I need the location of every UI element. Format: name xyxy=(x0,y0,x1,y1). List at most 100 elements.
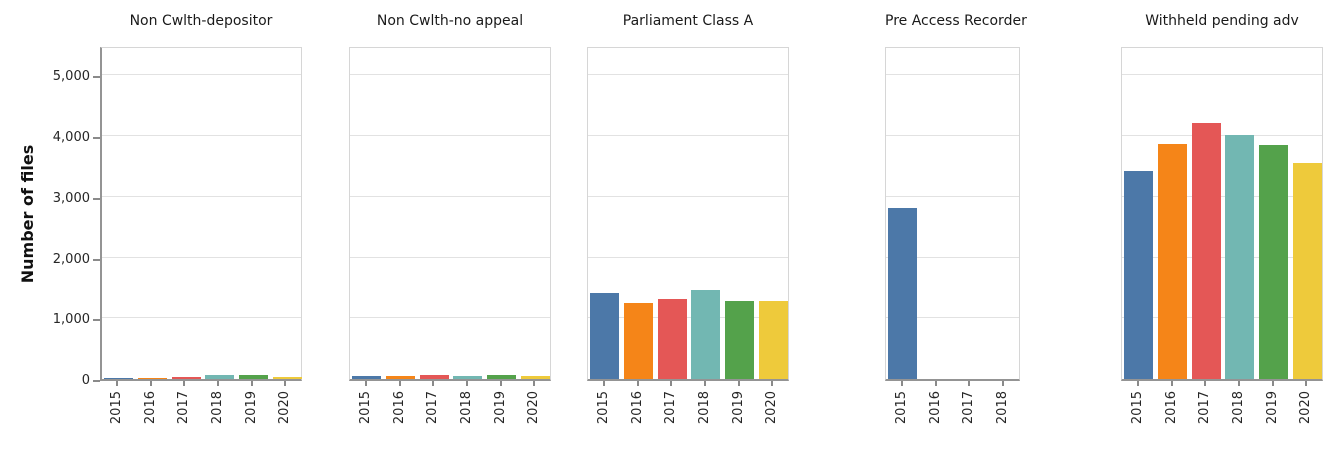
gridline xyxy=(886,317,1019,318)
x-tick-mark xyxy=(284,381,286,386)
x-tick-label: 2015 xyxy=(1130,391,1145,425)
y-tick-label: 4,000 xyxy=(52,130,90,146)
x-tick-label: 2017 xyxy=(176,391,191,425)
bar-non-cwlth-no-appeal-2015 xyxy=(352,376,381,379)
bar-non-cwlth-no-appeal-2017 xyxy=(420,375,449,379)
x-tick-mark xyxy=(603,381,605,386)
x-tick-label: 2020 xyxy=(764,391,779,425)
x-tick-label: 2019 xyxy=(244,391,259,425)
y-tick-label: 2,000 xyxy=(52,251,90,267)
bar-withheld-pending-adv-2016 xyxy=(1158,144,1187,379)
bar-non-cwlth-no-appeal-2018 xyxy=(453,376,482,379)
facet-title: Parliament Class A xyxy=(622,13,754,29)
x-tick-mark xyxy=(500,381,502,386)
x-tick-mark xyxy=(251,381,253,386)
x-tick-mark xyxy=(432,381,434,386)
x-tick-label: 2017 xyxy=(663,391,678,425)
x-tick-label: 2020 xyxy=(526,391,541,425)
gridline xyxy=(350,317,550,318)
gridline xyxy=(886,196,1019,197)
y-tick-mark xyxy=(93,137,100,140)
x-tick-label: 2017 xyxy=(425,391,440,425)
x-tick-mark xyxy=(150,381,152,386)
bar-non-cwlth-depositor-2020 xyxy=(273,377,302,379)
facet-title: Non Cwlth-no appeal xyxy=(376,13,524,29)
x-tick-label: 2018 xyxy=(210,391,225,425)
x-tick-label: 2018 xyxy=(697,391,712,425)
facet-plot-area xyxy=(349,47,551,381)
gridline xyxy=(588,196,788,197)
facet-plot-area xyxy=(100,47,302,381)
bar-parliament-class-a-2017 xyxy=(658,299,687,379)
x-tick-mark xyxy=(1204,381,1206,386)
x-tick-label: 2016 xyxy=(392,391,407,425)
x-tick-label: 2016 xyxy=(143,391,158,425)
x-tick-mark xyxy=(704,381,706,386)
x-tick-label: 2019 xyxy=(731,391,746,425)
x-tick-mark xyxy=(1137,381,1139,386)
bar-parliament-class-a-2015 xyxy=(590,293,619,379)
bar-withheld-pending-adv-2017 xyxy=(1192,123,1221,379)
x-tick-mark xyxy=(901,381,903,386)
x-tick-label: 2015 xyxy=(596,391,611,425)
bar-non-cwlth-no-appeal-2019 xyxy=(487,375,516,379)
bar-withheld-pending-adv-2015 xyxy=(1124,171,1153,379)
gridline xyxy=(1122,74,1322,75)
x-tick-label: 2016 xyxy=(630,391,645,425)
y-tick-label: 1,000 xyxy=(52,312,90,328)
facet-plot-area xyxy=(587,47,789,381)
gridline xyxy=(1122,317,1322,318)
x-tick-mark xyxy=(1238,381,1240,386)
gridline xyxy=(886,135,1019,136)
y-tick-label: 0 xyxy=(81,373,90,388)
x-tick-label: 2015 xyxy=(358,391,373,425)
bar-withheld-pending-adv-2020 xyxy=(1293,163,1322,379)
gridline xyxy=(102,135,301,136)
gridline xyxy=(102,257,301,258)
bar-parliament-class-a-2018 xyxy=(691,290,720,379)
gridline xyxy=(588,74,788,75)
gridline xyxy=(886,257,1019,258)
gridline xyxy=(886,74,1019,75)
bar-parliament-class-a-2020 xyxy=(759,301,788,379)
x-tick-label: 2018 xyxy=(459,391,474,425)
bar-non-cwlth-depositor-2018 xyxy=(205,375,234,379)
y-tick-mark xyxy=(93,258,100,261)
x-tick-mark xyxy=(466,381,468,386)
gridline xyxy=(102,196,301,197)
x-tick-mark xyxy=(670,381,672,386)
facet-plot-area xyxy=(1121,47,1323,381)
x-tick-mark xyxy=(1171,381,1173,386)
facet-title: Non Cwlth-depositor xyxy=(129,13,273,29)
x-tick-mark xyxy=(1272,381,1274,386)
gridline xyxy=(350,74,550,75)
gridline xyxy=(588,257,788,258)
y-tick-mark xyxy=(93,76,100,79)
bar-non-cwlth-depositor-2017 xyxy=(172,377,201,379)
bar-non-cwlth-depositor-2019 xyxy=(239,375,268,379)
x-tick-mark xyxy=(217,381,219,386)
facet-title: Withheld pending adv xyxy=(1145,13,1299,29)
x-tick-label: 2017 xyxy=(961,391,976,425)
x-tick-mark xyxy=(365,381,367,386)
bar-non-cwlth-no-appeal-2020 xyxy=(521,376,550,379)
gridline xyxy=(350,196,550,197)
x-tick-mark xyxy=(1305,381,1307,386)
x-tick-mark xyxy=(399,381,401,386)
gridline xyxy=(102,74,301,75)
x-tick-mark xyxy=(183,381,185,386)
x-tick-label: 2018 xyxy=(995,391,1010,425)
bar-withheld-pending-adv-2018 xyxy=(1225,135,1254,379)
bar-non-cwlth-no-appeal-2016 xyxy=(386,376,415,379)
gridline xyxy=(350,257,550,258)
facet-title: Pre Access Recorder xyxy=(885,13,1027,29)
x-tick-label: 2016 xyxy=(1164,391,1179,425)
gridline xyxy=(1122,196,1322,197)
x-tick-label: 2015 xyxy=(109,391,124,425)
x-tick-mark xyxy=(771,381,773,386)
y-tick-label: 5,000 xyxy=(52,69,90,85)
facet-plot-area xyxy=(885,47,1020,381)
x-tick-label: 2015 xyxy=(894,391,909,425)
gridline xyxy=(350,135,550,136)
